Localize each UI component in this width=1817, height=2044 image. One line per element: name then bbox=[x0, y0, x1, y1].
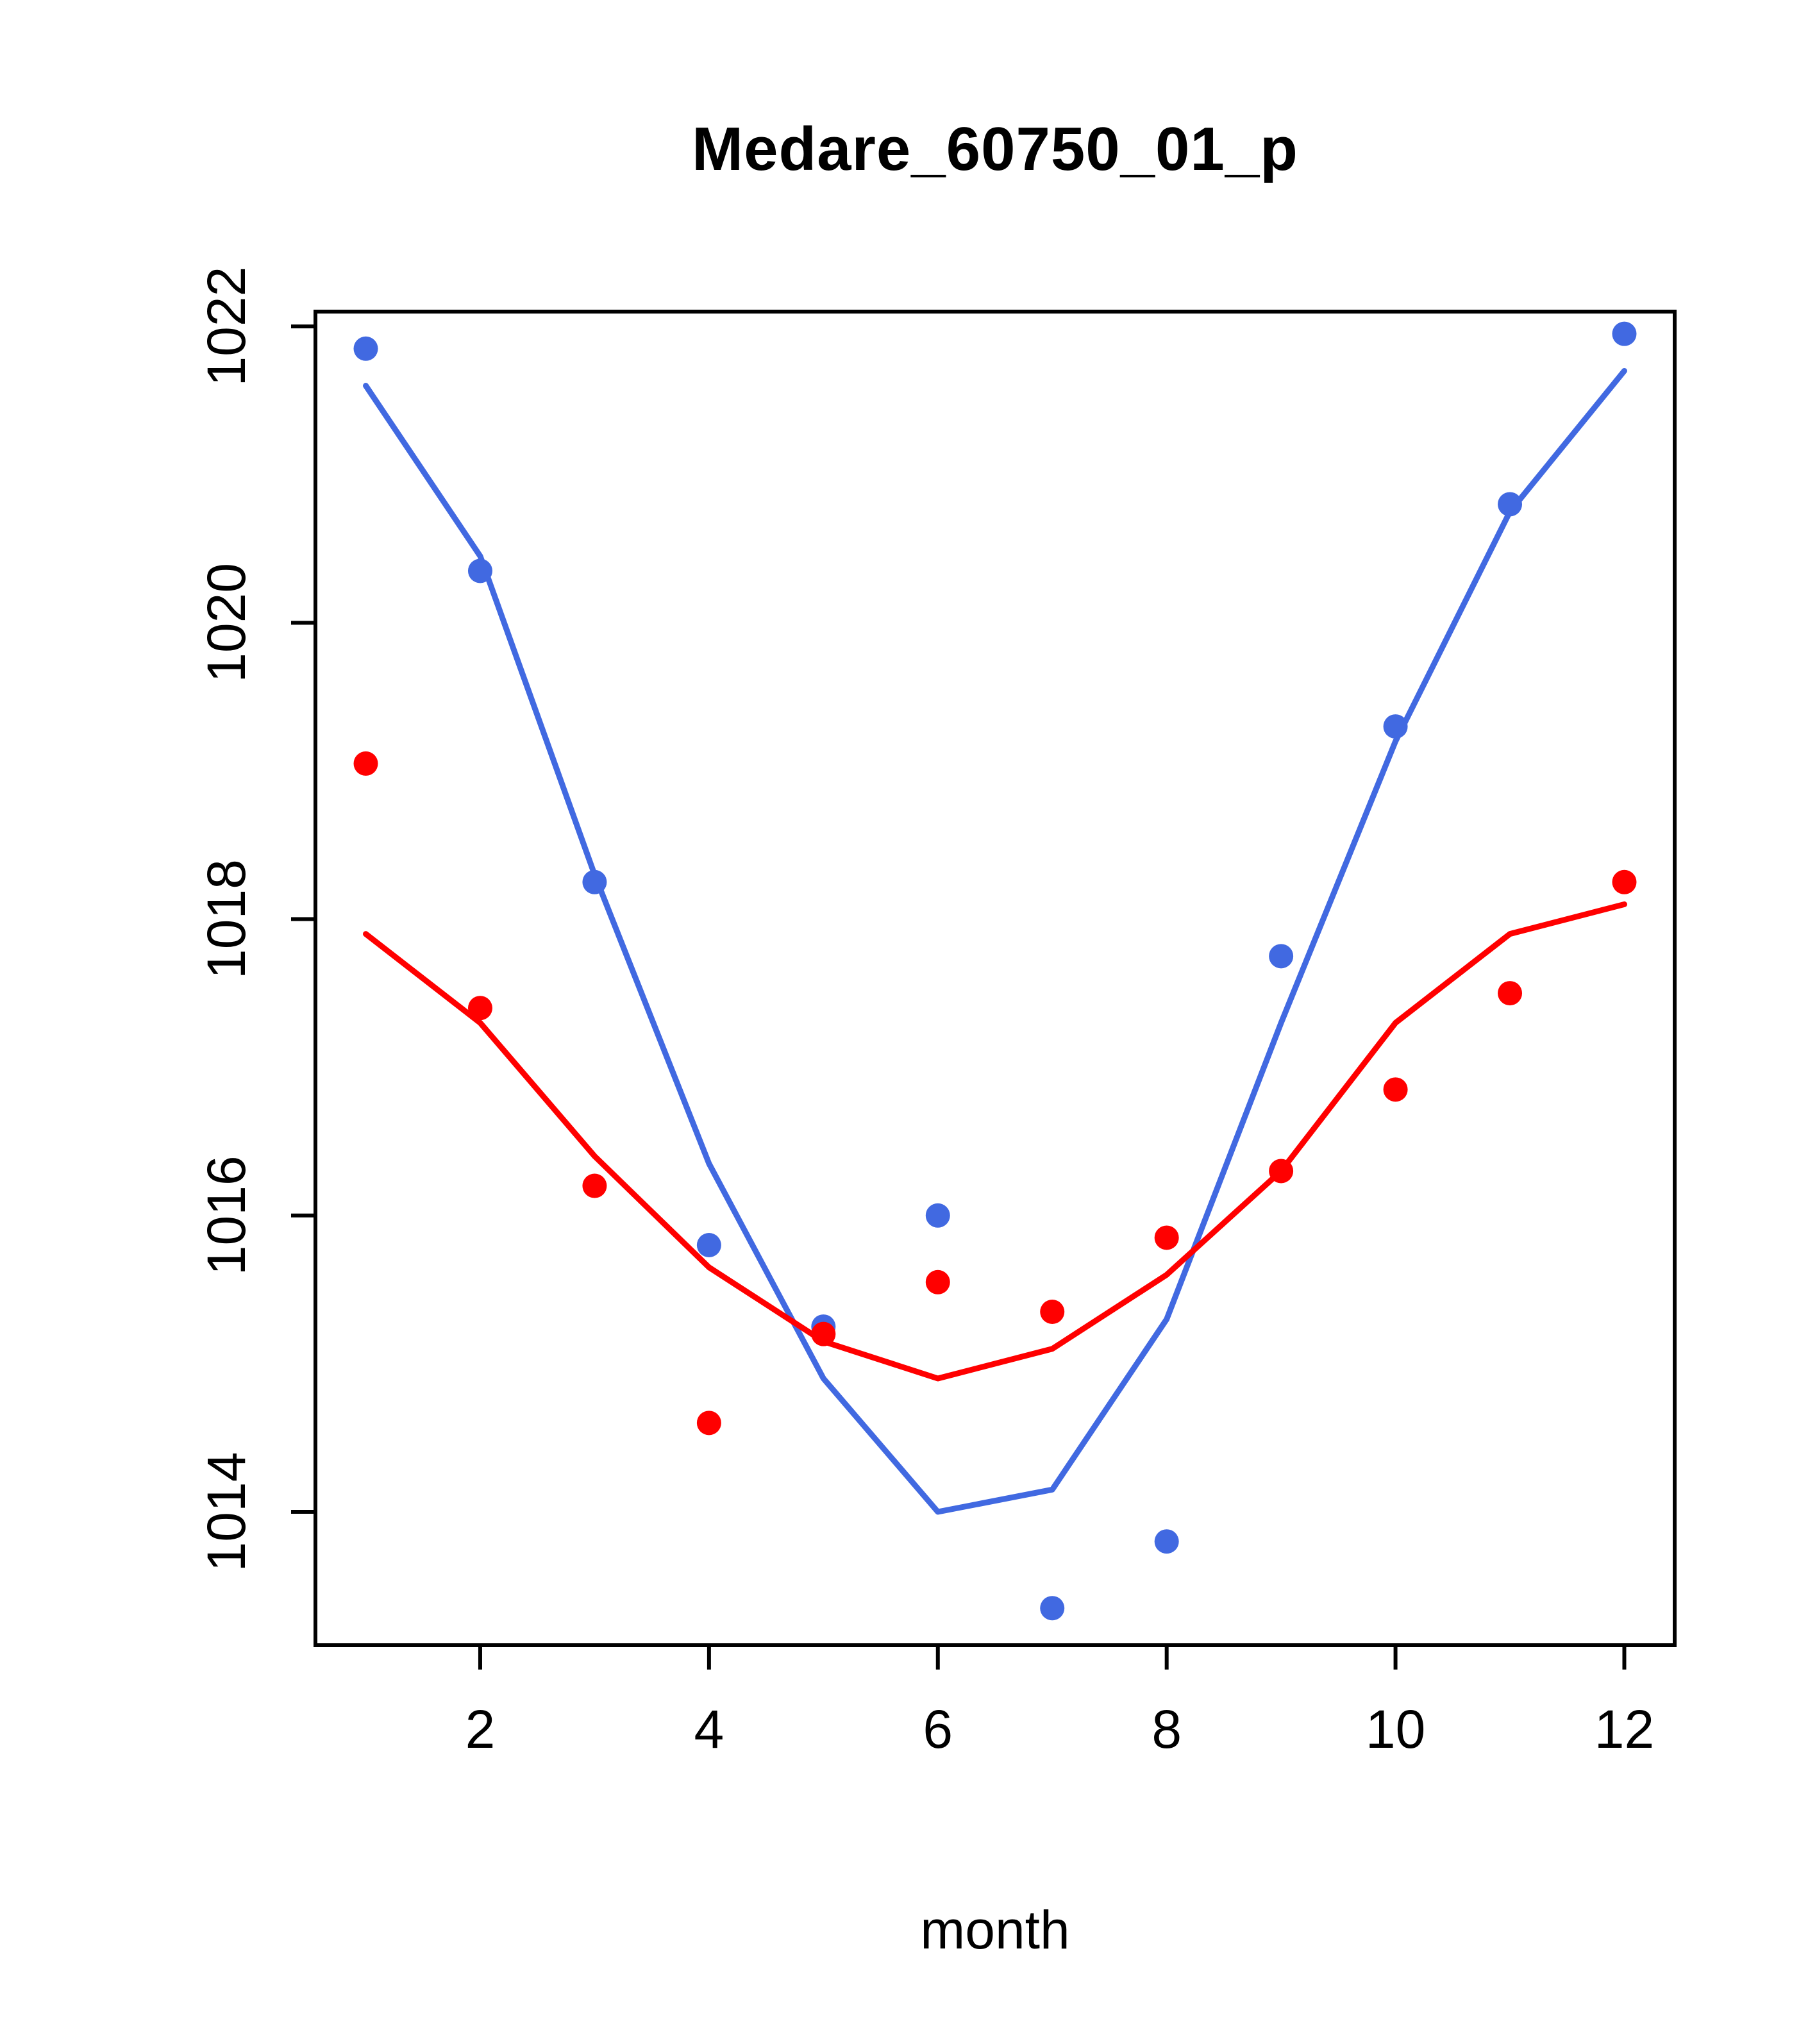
red-point bbox=[353, 751, 378, 776]
series-red-line bbox=[363, 901, 1627, 1382]
blue-point bbox=[1269, 944, 1294, 969]
blue-point bbox=[1040, 1596, 1065, 1621]
red-point bbox=[1612, 869, 1637, 894]
y-tick-label: 1014 bbox=[196, 1452, 256, 1572]
plot-box bbox=[314, 310, 1677, 1647]
blue-point bbox=[925, 1203, 950, 1228]
blue-point bbox=[353, 336, 378, 361]
x-tick-label: 12 bbox=[1595, 1699, 1654, 1759]
red-point bbox=[811, 1321, 836, 1346]
red-point bbox=[1383, 1077, 1408, 1102]
y-tick-label: 1020 bbox=[196, 563, 256, 683]
red-point bbox=[1498, 981, 1523, 1006]
blue-point bbox=[582, 869, 607, 894]
y-tick-label: 1016 bbox=[196, 1155, 256, 1275]
x-tick-label: 6 bbox=[923, 1699, 953, 1759]
series-blue-line bbox=[363, 367, 1627, 1515]
blue-point bbox=[467, 558, 492, 583]
red-point bbox=[582, 1173, 607, 1198]
y-tick-label: 1022 bbox=[196, 267, 256, 387]
x-tick-label: 8 bbox=[1151, 1699, 1182, 1759]
blue-point bbox=[1612, 321, 1637, 346]
blue-point bbox=[696, 1233, 721, 1257]
x-tick-label: 4 bbox=[694, 1699, 724, 1759]
red-point bbox=[1040, 1300, 1065, 1324]
x-tick-label: 2 bbox=[465, 1699, 496, 1759]
red-point bbox=[925, 1269, 950, 1294]
red-point bbox=[1269, 1159, 1294, 1184]
blue-point bbox=[1498, 492, 1523, 517]
x-tick-label: 10 bbox=[1366, 1699, 1425, 1759]
red-point bbox=[696, 1411, 721, 1436]
red-point bbox=[1154, 1225, 1179, 1250]
y-tick-label: 1018 bbox=[196, 859, 256, 979]
blue-point bbox=[1383, 714, 1408, 739]
red-point bbox=[467, 996, 492, 1021]
chart-title: Medare_60750_01_p bbox=[692, 115, 1298, 183]
blue-point bbox=[1154, 1529, 1179, 1554]
x-axis-label: month bbox=[920, 1900, 1070, 1960]
